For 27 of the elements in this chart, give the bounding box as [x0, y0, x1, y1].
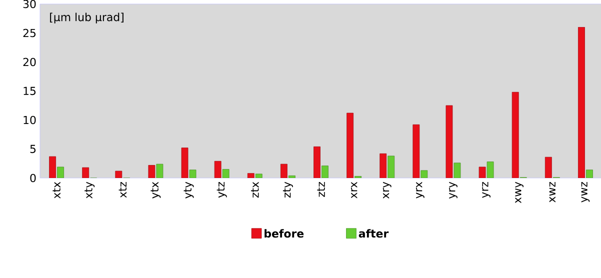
x-tick-label: ywz	[581, 182, 590, 202]
y-tick-label: 0	[30, 174, 36, 182]
legend-label: after	[358, 229, 389, 238]
y-tick-label: 5	[30, 144, 36, 154]
x-tick-label: ztz	[317, 182, 325, 197]
x-tick-label: ztx	[251, 182, 259, 198]
x-tick-label: yrx	[416, 182, 424, 198]
x-tick-label: yrz	[482, 182, 491, 198]
legend-label: before	[264, 229, 304, 238]
x-tick-label: ytx	[150, 182, 161, 198]
x-tick-label: xwz	[549, 182, 556, 202]
y-tick-label: 30	[23, 0, 36, 8]
x-tick-label: xry	[382, 182, 392, 199]
annotation: [µm lub µrad]	[50, 12, 124, 24]
x-tick-label: yry	[449, 182, 458, 199]
y-tick-label: 15	[24, 86, 36, 96]
x-tick-label: xtx	[52, 182, 60, 198]
x-tick-label: xtz	[118, 182, 126, 198]
y-tick-label: 25	[23, 28, 36, 38]
x-tick-label: xty	[84, 182, 95, 198]
x-tick-label: zty	[282, 182, 293, 198]
x-tick-label: ytz	[216, 182, 227, 198]
y-tick-label: 20	[23, 58, 36, 66]
x-tick-label: xrx	[350, 182, 358, 198]
x-tick-label: yty	[184, 182, 194, 198]
y-tick-label: 10	[24, 116, 36, 124]
x-tick-label: xwy	[515, 182, 524, 204]
